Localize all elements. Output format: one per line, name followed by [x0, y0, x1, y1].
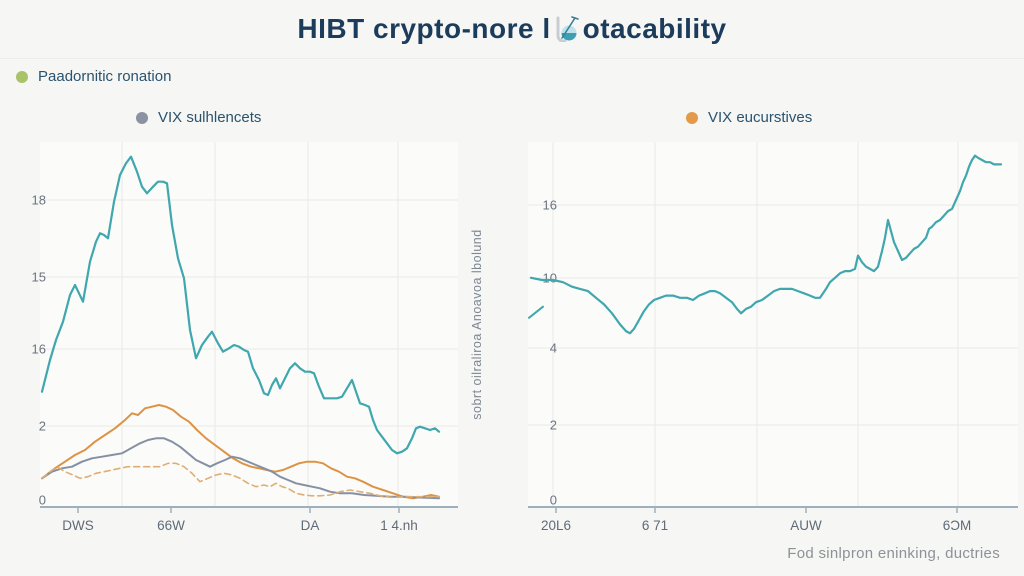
series-vix-eucurstives	[41, 404, 440, 500]
y-tick-label: 15	[32, 270, 46, 285]
plot-panel	[528, 142, 1018, 507]
x-tick-label: 6ƆM	[943, 518, 972, 533]
y-tick-label: 2	[550, 418, 557, 433]
y-tick-label: 16	[543, 198, 557, 213]
balance-flask-icon	[554, 14, 580, 49]
y-tick-label: 18	[32, 193, 46, 208]
page-title-part1: HIBT crypto-nore l	[297, 13, 551, 44]
legend-item-paadornitic-ronation: Paadornitic ronation	[16, 68, 171, 85]
series-paadornitic-ronation	[40, 155, 441, 455]
footer-caption: Fod sinlpron eninking, ductries	[787, 545, 1000, 562]
legend-dot-green	[16, 70, 28, 83]
right-chart: 16 10 4 2 0 20L6 6 71 AUW 6ƆM sobrt oilraliroa An…	[470, 142, 1018, 533]
page-title-part2: otacability	[582, 13, 727, 44]
y-axis-title: sobrt oilraliroa Anoavoa lbolund	[470, 229, 484, 419]
y-tick-label: 0	[550, 493, 557, 508]
legend-item-vix-sulhlencets: VIX sulhlencets	[136, 109, 261, 126]
legend-label: Paadornitic ronation	[38, 68, 172, 85]
legend-dot-orange	[686, 111, 698, 124]
legend-item-vix-eucurstives: VIX eucurstives	[686, 109, 812, 126]
legend-dot-gray	[136, 111, 148, 124]
series-vix-eucurstives-dashed	[41, 462, 440, 499]
x-tick-label: 20L6	[541, 518, 571, 533]
x-tick-label: 66W	[157, 518, 185, 533]
x-tick-label: DWS	[62, 518, 94, 533]
y-tick-label: 0	[39, 493, 46, 508]
y-tick-label: 2	[39, 419, 46, 434]
series-stray-fragment	[528, 305, 544, 319]
x-tick-label: 6 71	[642, 518, 668, 533]
y-tick-label: 16	[32, 342, 46, 357]
x-tick-label: 1 4.nh	[380, 518, 418, 533]
series-vix-sulhlencets	[41, 437, 440, 500]
left-chart: 18 15 16 2 0 DWS 66W DA 1 4.nh	[32, 142, 458, 533]
page-title: HIBT crypto-nore l otacability	[297, 12, 726, 47]
y-tick-label: 10	[543, 271, 557, 286]
y-tick-label: 4	[550, 341, 557, 356]
x-tick-label: AUW	[790, 518, 822, 533]
series-main-index	[529, 154, 1003, 335]
header: HIBT crypto-nore l otacability	[0, 0, 1024, 59]
legend-label: VIX eucurstives	[708, 109, 813, 126]
legend-label: VIX sulhlencets	[158, 109, 262, 126]
x-tick-label: DA	[301, 518, 320, 533]
